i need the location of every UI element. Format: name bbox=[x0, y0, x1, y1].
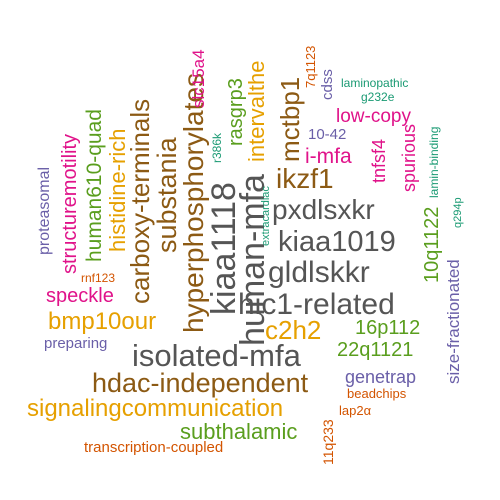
word-10q1122: 10q1122 bbox=[421, 206, 443, 283]
word-carboxy-terminals: carboxy-terminals bbox=[125, 98, 155, 304]
word-10-42: 10-42 bbox=[308, 126, 347, 143]
word-low-copy: low-copy bbox=[336, 106, 411, 127]
word-gldlskkr: gldlskkr bbox=[268, 256, 370, 289]
word-transcription-coupled: transcription-coupled bbox=[84, 439, 224, 456]
word-substania: substania bbox=[152, 137, 182, 253]
word-7q1123: 7q1123 bbox=[303, 45, 318, 88]
word-cdss: cdss bbox=[319, 69, 336, 100]
word-extracardiac: extracardiac bbox=[260, 186, 272, 246]
word-intervalthe: intervalthe bbox=[244, 60, 269, 162]
word-subthalamic: subthalamic bbox=[180, 419, 298, 444]
word-r386k: r386k bbox=[210, 132, 224, 163]
word-genetrap: genetrap bbox=[345, 367, 417, 387]
word-lap2a: lap2α bbox=[339, 403, 372, 418]
word-slc15a4: slc15a4 bbox=[189, 49, 208, 108]
word-isolated-mfa: isolated-mfa bbox=[132, 338, 301, 373]
word-hyperphosphorylates: hyperphosphorylates bbox=[178, 73, 209, 333]
word-speckle: speckle bbox=[46, 285, 114, 307]
word-16p112: 16p112 bbox=[355, 317, 421, 339]
word-beadchips: beadchips bbox=[347, 386, 407, 401]
word-11q233: 11q233 bbox=[320, 419, 336, 465]
word-c2h2: c2h2 bbox=[265, 315, 322, 345]
word-pxdlsxkr: pxdlsxkr bbox=[272, 194, 375, 225]
word-signalingcommunication: signalingcommunication bbox=[27, 395, 284, 422]
word-q294p: q294p bbox=[452, 197, 464, 228]
word-hdac-independent: hdac-independent bbox=[92, 368, 309, 398]
word-lamin-binding: lamin-binding bbox=[427, 126, 441, 198]
word-rasgrp3: rasgrp3 bbox=[225, 78, 247, 146]
word-histidine-rich: histidine-rich bbox=[105, 128, 130, 253]
word-tnfsf4: tnfsf4 bbox=[369, 138, 389, 183]
word-structuremotility: structuremotility bbox=[59, 133, 81, 274]
word-i-mfa: i-mfa bbox=[305, 145, 352, 168]
word-spurious: spurious bbox=[399, 123, 419, 192]
word-bmp10our: bmp10our bbox=[48, 308, 157, 335]
word-22q1121: 22q1121 bbox=[337, 339, 414, 361]
word-human610-quad: human610-quad bbox=[83, 109, 106, 262]
word-laminopathic: laminopathic bbox=[341, 76, 409, 90]
word-rnf123: rnf123 bbox=[81, 271, 116, 285]
word-size-fractionated: size-fractionated bbox=[444, 259, 463, 384]
word-preparing: preparing bbox=[44, 335, 108, 352]
word-mctbp1: mctbp1 bbox=[275, 76, 305, 162]
word-hic1-related: hic1-related bbox=[238, 288, 395, 321]
word-proteasomal: proteasomal bbox=[36, 166, 53, 255]
word-ikzf1: ikzf1 bbox=[276, 163, 334, 194]
word-kiaa1019: kiaa1019 bbox=[278, 226, 396, 258]
word-g232e: g232e bbox=[361, 90, 395, 104]
